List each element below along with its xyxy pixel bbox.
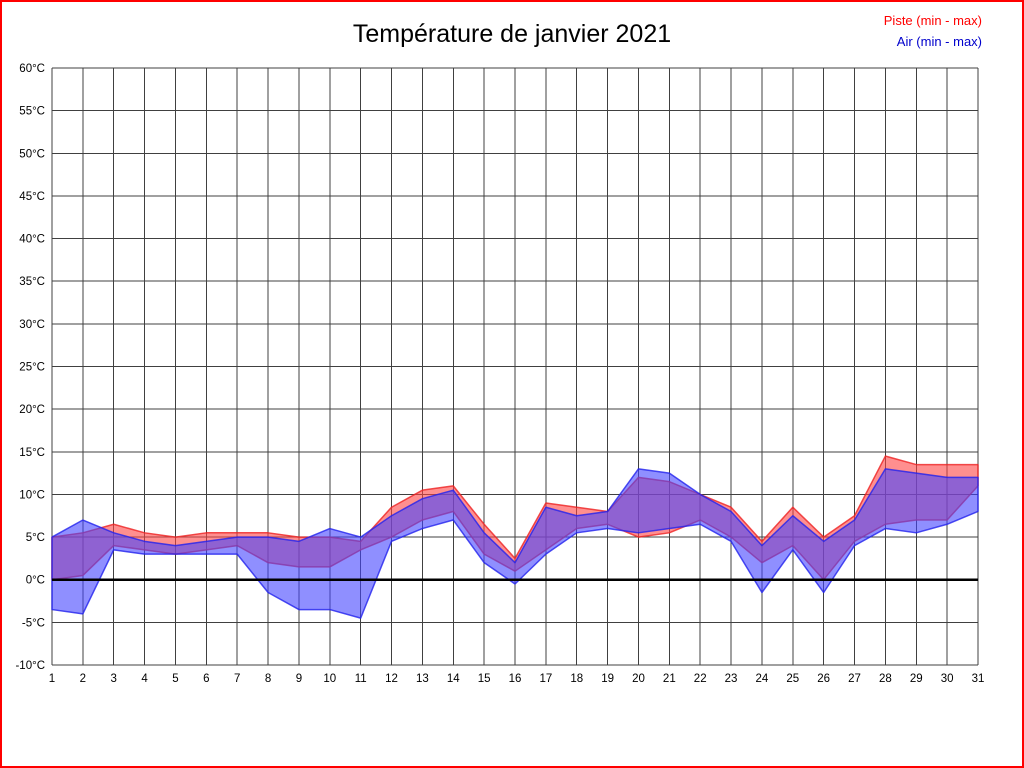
x-axis-tick-label: 10 — [323, 673, 336, 685]
x-axis-tick-label: 7 — [234, 673, 240, 685]
x-axis-tick-label: 27 — [848, 673, 861, 685]
x-axis-tick-label: 3 — [111, 673, 117, 685]
y-axis-tick-label: 50°C — [19, 148, 45, 160]
x-axis-tick-label: 9 — [296, 673, 302, 685]
x-axis-tick-label: 1 — [49, 673, 55, 685]
legend: Piste (min - max) Air (min - max) — [884, 10, 982, 52]
x-axis-tick-label: 14 — [447, 673, 460, 685]
x-axis-tick-label: 11 — [355, 673, 367, 685]
x-axis-tick-label: 21 — [663, 673, 676, 685]
x-axis-tick-label: 23 — [725, 673, 738, 685]
x-axis-tick-label: 20 — [632, 673, 645, 685]
y-axis-tick-label: 30°C — [19, 319, 45, 331]
y-axis-tick-label: 35°C — [19, 276, 45, 288]
x-axis-tick-label: 26 — [817, 673, 830, 685]
y-axis-tick-label: 45°C — [19, 191, 45, 203]
x-axis-tick-label: 22 — [694, 673, 707, 685]
x-axis-tick-label: 6 — [203, 673, 209, 685]
y-axis-tick-label: 55°C — [19, 106, 45, 118]
legend-piste-label: Piste (min - max) — [883, 13, 982, 28]
legend-air-label: Air (min - max) — [896, 34, 982, 49]
y-axis-tick-label: 0°C — [26, 575, 45, 587]
x-axis-tick-label: 4 — [141, 673, 148, 685]
y-axis-tick-label: 25°C — [19, 362, 45, 374]
x-axis-tick-label: 17 — [539, 673, 552, 685]
x-axis-tick-label: 24 — [756, 673, 769, 685]
y-axis-tick-label: 15°C — [19, 447, 45, 459]
x-axis-tick-label: 5 — [172, 673, 178, 685]
y-axis-tick-label: 10°C — [19, 489, 45, 501]
x-axis-tick-label: 31 — [972, 673, 985, 685]
x-axis-tick-label: 19 — [601, 673, 614, 685]
y-axis-tick-label: 5°C — [26, 532, 45, 544]
chart-title: Température de janvier 2021 — [352, 20, 672, 48]
y-axis-tick-label: 20°C — [19, 404, 45, 416]
x-axis-tick-label: 28 — [879, 673, 892, 685]
x-axis-tick-label: 25 — [786, 673, 799, 685]
y-axis-tick-label: -10°C — [15, 660, 45, 672]
x-axis-tick-label: 30 — [941, 673, 954, 685]
y-axis-tick-label: 60°C — [19, 63, 45, 75]
x-axis-tick-label: 12 — [385, 673, 398, 685]
x-axis-tick-label: 16 — [509, 673, 522, 685]
x-axis-tick-label: 15 — [478, 673, 491, 685]
x-axis-tick-label: 8 — [265, 673, 271, 685]
x-axis-tick-label: 29 — [910, 673, 923, 685]
y-axis-tick-label: 40°C — [19, 234, 45, 246]
x-axis-tick-label: 2 — [80, 673, 86, 685]
x-axis-tick-label: 18 — [570, 673, 583, 685]
x-axis-tick-label: 13 — [416, 673, 429, 685]
y-axis-tick-label: -5°C — [22, 617, 45, 629]
